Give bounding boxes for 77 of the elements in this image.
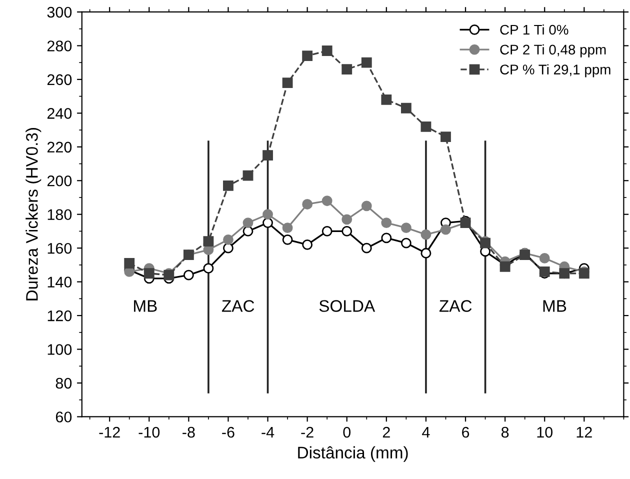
point [322,196,332,206]
point [282,222,293,234]
point [262,209,273,220]
point [262,150,273,161]
point [322,46,332,56]
x-tick-label: -8 [182,426,195,438]
y-tick-label: 300 [47,6,72,18]
point [223,180,234,191]
point [420,229,432,240]
annotation: MB [134,300,157,312]
point [440,224,451,235]
point [342,214,352,225]
y-tick-label: 140 [48,276,72,288]
point [361,242,372,254]
y-tick-label: 280 [47,40,72,52]
legend-label: CP 2 Ti 0,48 ppm [500,44,606,58]
point [302,240,313,250]
point [420,248,432,258]
point [381,232,392,244]
annotation: SOLDA [319,300,376,312]
y-tick-label: 160 [48,242,72,254]
y-tick-label: 180 [48,209,72,220]
y-axis-title: Dureza Vickers (HV0.3) [26,128,42,300]
point [400,238,412,248]
point [381,94,392,105]
point [440,132,451,142]
annotation: MB [543,300,566,312]
point [381,218,392,228]
y-tick-label: 200 [47,175,72,186]
point [262,218,273,228]
point [183,270,194,280]
point [361,57,372,68]
y-tick-label: 60 [56,412,72,422]
point [223,242,234,254]
point [203,263,214,274]
x-tick-label: 10 [537,426,553,438]
point [223,234,234,245]
x-tick-label: 8 [501,426,509,438]
point [322,226,332,236]
point [361,200,372,212]
x-tick-label: 12 [576,426,592,438]
point [282,234,293,245]
annotation: ZAC [222,300,254,312]
point [124,258,135,268]
legend-label: CP % Ti 29,1 ppm [500,64,610,78]
point [242,226,254,236]
x-tick-label: -2 [301,426,314,438]
point [242,170,254,181]
point [302,50,313,62]
annotation: ZAC [439,300,472,312]
point [539,252,550,264]
x-tick-label: 0 [343,426,351,438]
point [342,226,352,236]
x-tick-label: -10 [138,426,160,438]
y-tick-label: 260 [47,74,72,86]
point [302,199,313,210]
y-tick-label: 240 [47,108,72,119]
point [144,268,154,279]
x-tick-label: -6 [222,426,234,438]
x-axis-title: Distância (mm) [298,446,408,462]
x-tick-label: 2 [382,426,390,438]
x-tick-label: 6 [462,426,470,438]
point [203,236,214,247]
y-tick-label: 120 [48,310,72,322]
y-tick-label: 100 [48,344,72,355]
point [400,102,412,114]
x-tick-label: 4 [422,427,430,438]
x-tick-label: -12 [99,426,120,438]
point [342,64,352,75]
legend-label: CP 1 Ti 0% [500,24,568,35]
point [420,121,432,132]
y-tick-label: 80 [56,378,72,389]
point [242,218,254,228]
point [400,222,412,234]
y-tick-label: 220 [47,142,72,153]
point [282,78,293,88]
x-tick-label: -4 [262,427,274,438]
